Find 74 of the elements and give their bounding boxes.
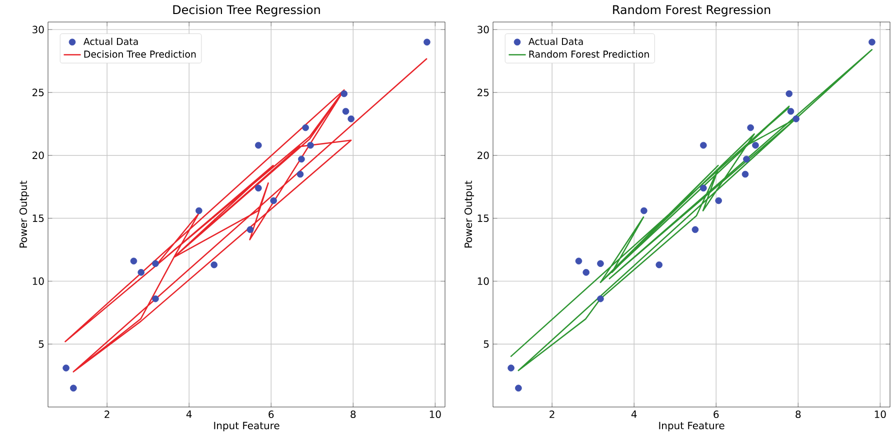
point [307,142,314,149]
point [342,108,350,115]
point [70,384,77,392]
point [597,260,604,267]
y-tick-label: 20 [32,152,44,160]
chart-title: Decision Tree Regression [173,4,320,16]
point [582,268,590,276]
x-tick-label: 4 [631,410,637,418]
point [656,261,663,268]
point [152,295,159,302]
point [246,226,254,233]
point [298,156,305,163]
chart-title: Random Forest Regression [613,4,770,16]
x-tick-label: 10 [874,410,886,418]
x-tick-label: 8 [796,410,801,418]
y-tick-label: 5 [484,340,489,348]
point [742,170,749,178]
y-axis-title: Power Output [464,180,474,248]
line-series [510,49,873,372]
y-tick-label: 20 [478,152,489,160]
point [424,38,430,46]
y-tick-label: 15 [32,214,44,222]
point [210,261,218,268]
x-tick-label: 4 [186,410,192,418]
point [575,258,582,264]
y-tick-label: 30 [478,26,489,34]
y-axis-title: Power Output [19,180,29,248]
point [747,124,754,132]
point [786,90,793,98]
x-axis-title: Input Feature [659,422,724,432]
line-series [64,58,428,372]
point [700,142,707,149]
point [196,207,202,214]
point [296,170,304,178]
y-tick-label: 10 [478,277,489,285]
point [62,364,70,372]
point [787,108,794,115]
x-tick-label: 8 [350,410,356,418]
point [130,258,138,264]
point [640,207,648,214]
y-tick-label: 25 [32,88,44,96]
point [792,115,800,122]
x-tick-label: 6 [268,410,274,418]
point [752,142,759,149]
point [692,226,699,233]
point [152,260,159,267]
x-axis-title: Input Feature [214,422,280,432]
point [255,142,262,149]
point [515,384,522,392]
point [715,197,722,204]
point [270,197,277,204]
point [508,364,514,372]
x-tick-label: 2 [550,410,554,418]
y-tick-label: 10 [32,277,44,285]
x-tick-label: 2 [104,410,110,418]
y-tick-label: 25 [478,88,489,96]
legend-label: Actual Data [528,38,583,46]
point [255,184,262,192]
point [138,268,144,276]
point [340,90,348,98]
point [868,38,876,46]
legend-label: Random Forest Prediction [529,50,649,58]
x-tick-label: 10 [430,410,441,418]
legend-label: Decision Tree Prediction [84,50,196,58]
y-tick-label: 30 [32,26,44,34]
x-tick-label: 6 [714,410,719,418]
point [348,115,354,122]
legend-label: Actual Data [83,38,138,46]
point [597,295,604,302]
point [302,124,309,132]
point [743,156,750,163]
y-tick-label: 15 [478,214,489,222]
y-tick-label: 5 [38,340,44,348]
point [700,184,707,192]
